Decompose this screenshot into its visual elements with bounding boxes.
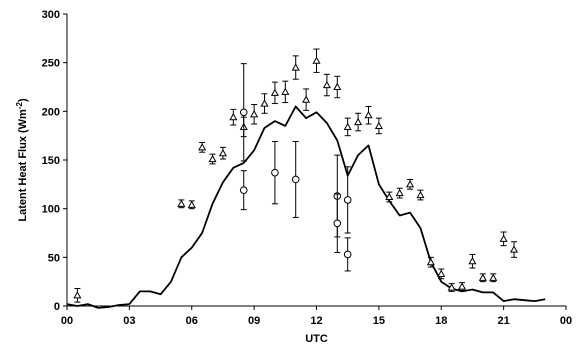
triangle-point [374, 121, 383, 129]
triangle-point [509, 245, 519, 253]
triangle-point [385, 192, 394, 201]
circle-point [343, 250, 352, 259]
triangle-point [499, 234, 508, 242]
y-tick-label: 200 [42, 106, 60, 118]
triangle-point [322, 80, 331, 89]
y-tick-label: 0 [54, 301, 60, 313]
circle-point [239, 186, 248, 194]
y-axis-title: Latent Heat Flux (Wm-2) [15, 98, 30, 222]
triangle-point [395, 188, 404, 197]
triangle-point [260, 99, 269, 107]
triangle-point [333, 82, 342, 91]
triangle-point [468, 256, 477, 265]
triangle-point [177, 199, 186, 207]
circle-point [239, 108, 248, 117]
triangle-point [291, 63, 300, 71]
y-tick-label: 150 [42, 155, 60, 167]
circle-point [271, 168, 279, 177]
y-tick-label: 100 [42, 204, 60, 216]
triangle-point [354, 117, 363, 126]
triangle-point [302, 95, 311, 103]
y-tick-label: 300 [42, 9, 60, 21]
triangle-point [426, 257, 435, 266]
x-tick-label: 12 [310, 315, 322, 327]
triangle-point [250, 110, 259, 118]
triangle-point [208, 154, 217, 163]
triangle-point [281, 87, 290, 95]
x-tick-label: 09 [248, 315, 260, 327]
y-axis-title-sup: -2 [15, 102, 24, 110]
plot-area [66, 48, 546, 309]
triangle-point [343, 122, 352, 130]
triangle-point [312, 56, 321, 64]
triangle-point [198, 143, 207, 151]
triangle-point [270, 88, 279, 96]
circle-point [291, 175, 300, 184]
y-tick-label: 250 [42, 58, 60, 70]
y-axis-title-main: Latent Heat Flux (Wm [17, 109, 29, 222]
triangle-point [457, 282, 467, 290]
model-series-line [66, 105, 546, 309]
triangle-point [73, 291, 82, 299]
triangle-point [447, 283, 456, 291]
triangle-point [406, 180, 415, 188]
y-tick-label: 50 [48, 252, 60, 264]
y-axis-title-close: ) [17, 98, 29, 102]
circle-point [343, 196, 352, 204]
triangle-point [364, 110, 373, 119]
triangle-point [437, 269, 446, 277]
triangle-point [416, 190, 425, 199]
x-tick-label: 21 [498, 315, 510, 327]
x-tick-label: 15 [373, 315, 385, 327]
triangle-point [489, 273, 498, 281]
x-tick-label: 18 [435, 315, 447, 327]
triangle-point [218, 148, 227, 157]
x-tick-label: 06 [186, 315, 198, 327]
x-axis-title: UTC [305, 333, 328, 345]
x-tick-label: 03 [123, 315, 135, 327]
triangle-point [229, 112, 238, 121]
circle-point [333, 219, 342, 228]
triangle-point [478, 273, 487, 281]
triangle-point [187, 200, 196, 208]
x-tick-label: 00 [560, 315, 572, 327]
axes: 0 50 100 150 200 250 300 00 03 06 09 12 15 18 21 00 [42, 9, 572, 327]
x-tick-label: 00 [61, 315, 73, 327]
